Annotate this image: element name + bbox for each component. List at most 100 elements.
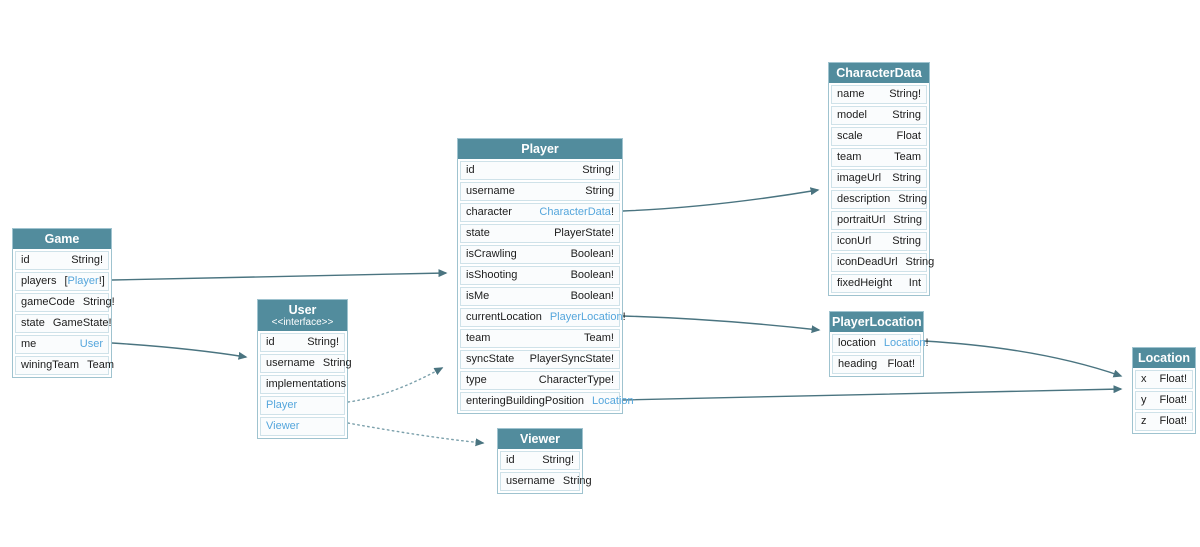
entity-playerlocation-header[interactable]: PlayerLocation — [830, 312, 923, 332]
entity-user-title: User — [288, 303, 317, 317]
field-row-characterdata-iconurl[interactable]: iconUrl String — [831, 232, 927, 251]
field-type: Float — [897, 130, 921, 143]
type-link[interactable]: User — [79, 338, 103, 350]
field-row-game-me[interactable]: me User — [15, 335, 109, 354]
field-row-game-gamecode[interactable]: gameCode String! — [15, 293, 115, 312]
type-link[interactable]: Location — [883, 337, 926, 349]
type-link[interactable]: PlayerLocation — [549, 311, 623, 323]
field-row-player-enteringbuildingposition[interactable]: enteringBuildingPosition Location — [460, 392, 634, 411]
entity-player[interactable]: Player id String! username String charac… — [457, 138, 634, 414]
field-type: Location! — [884, 337, 929, 350]
field-name: fixedHeight — [837, 277, 893, 289]
entity-player-header[interactable]: Player — [458, 139, 622, 159]
field-row-playerlocation-location[interactable]: location Location! — [832, 334, 929, 353]
field-type: String — [585, 185, 614, 198]
edge-user-viewer-implementation[interactable] — [347, 422, 485, 447]
field-row-characterdata-icondeadurl[interactable]: iconDeadUrl String — [831, 253, 934, 272]
entity-game-header[interactable]: Game — [13, 229, 111, 249]
field-row-characterdata-scale[interactable]: scale Float — [831, 127, 927, 146]
field-row-game-state[interactable]: state GameState! — [15, 314, 112, 333]
field-row-player-username[interactable]: username String — [460, 182, 620, 201]
field-type: Int — [909, 277, 921, 290]
field-type: PlayerLocation! — [550, 311, 626, 324]
entity-characterdata-header[interactable]: CharacterData — [829, 63, 929, 83]
entity-user-header[interactable]: User <<interface>> — [258, 300, 347, 331]
field-row-characterdata-description[interactable]: description String — [831, 190, 927, 209]
entity-game[interactable]: Game id String! players [Player!] gameCo… — [12, 228, 115, 378]
entity-characterdata[interactable]: CharacterData name String! model String … — [828, 62, 934, 296]
entity-location[interactable]: Location x Float! y Float! z Float! — [1132, 347, 1196, 434]
type-link[interactable]: Location — [592, 395, 634, 407]
field-row-characterdata-portraiturl[interactable]: portraitUrl String — [831, 211, 927, 230]
field-type: String — [563, 475, 592, 488]
field-row-player-syncstate[interactable]: syncState PlayerSyncState! — [460, 350, 620, 369]
field-row-player-isme[interactable]: isMe Boolean! — [460, 287, 620, 306]
field-name: heading — [838, 358, 878, 370]
type-text: String! — [542, 454, 574, 466]
field-row-game-winingteam[interactable]: winingTeam Team — [15, 356, 114, 375]
field-row-playerlocation-heading[interactable]: heading Float! — [832, 355, 921, 374]
field-row-characterdata-name[interactable]: name String! — [831, 85, 927, 104]
field-row-player-isshooting[interactable]: isShooting Boolean! — [460, 266, 620, 285]
implementation-row-viewer[interactable]: Viewer — [260, 417, 345, 436]
field-row-characterdata-imageurl[interactable]: imageUrl String — [831, 169, 927, 188]
field-row-viewer-username[interactable]: username String — [500, 472, 592, 491]
field-row-player-id[interactable]: id String! — [460, 161, 620, 180]
implementation-link[interactable]: Player — [266, 399, 298, 411]
field-name: scale — [837, 130, 863, 142]
entity-location-header[interactable]: Location — [1133, 348, 1195, 368]
edge-player-currentlocation-to-playerlocation[interactable] — [622, 315, 821, 334]
field-row-location-z[interactable]: z Float! — [1135, 412, 1193, 431]
entity-viewer-header[interactable]: Viewer — [498, 429, 582, 449]
type-text: Boolean! — [570, 290, 614, 302]
field-name: username — [466, 185, 515, 197]
type-text: CharacterType! — [538, 374, 614, 386]
field-row-player-type[interactable]: type CharacterType! — [460, 371, 620, 390]
field-name: isCrawling — [466, 248, 517, 260]
field-row-player-state[interactable]: state PlayerState! — [460, 224, 620, 243]
field-row-user-id[interactable]: id String! — [260, 333, 345, 352]
field-row-characterdata-fixedheight[interactable]: fixedHeight Int — [831, 274, 927, 293]
field-row-viewer-id[interactable]: id String! — [500, 451, 580, 470]
type-link[interactable]: Player — [67, 275, 99, 287]
type-text: String — [898, 193, 927, 205]
field-row-game-players[interactable]: players [Player!] — [15, 272, 109, 291]
implementation-link[interactable]: Viewer — [266, 420, 300, 432]
entity-viewer[interactable]: Viewer id String! username String — [497, 428, 592, 494]
field-row-player-iscrawling[interactable]: isCrawling Boolean! — [460, 245, 620, 264]
edge-game-me-to-user[interactable] — [111, 342, 248, 360]
field-name: gameCode — [21, 296, 75, 308]
field-type: String — [893, 214, 922, 227]
field-row-location-y[interactable]: y Float! — [1135, 391, 1193, 410]
edge-user-player-implementation[interactable] — [347, 367, 444, 403]
field-row-characterdata-team[interactable]: team Team — [831, 148, 927, 167]
field-row-player-character[interactable]: character CharacterData! — [460, 203, 620, 222]
entity-user[interactable]: User <<interface>> id String! username St… — [257, 299, 352, 439]
entity-playerlocation[interactable]: PlayerLocation location Location! headin… — [829, 311, 929, 377]
field-name: winingTeam — [21, 359, 80, 371]
type-text: String! — [71, 254, 103, 266]
field-type: String! — [582, 164, 614, 177]
field-row-user-username[interactable]: username String — [260, 354, 352, 373]
field-row-characterdata-model[interactable]: model String — [831, 106, 927, 125]
field-row-game-id[interactable]: id String! — [15, 251, 109, 270]
type-link[interactable]: CharacterData — [539, 206, 611, 218]
field-type: PlayerState! — [554, 227, 614, 240]
field-name: id — [466, 164, 475, 176]
edge-player-character-to-characterdata[interactable] — [622, 187, 820, 212]
field-row-location-x[interactable]: x Float! — [1135, 370, 1193, 389]
edge-player-enteringbuildingposition-to-location[interactable] — [622, 385, 1123, 401]
edge-game-players-to-player[interactable] — [111, 269, 448, 281]
implementation-row-player[interactable]: Player — [260, 396, 345, 415]
field-type: Boolean! — [571, 248, 614, 261]
edge-playerlocation-location-to-location[interactable] — [923, 340, 1123, 378]
field-row-player-team[interactable]: team Team! — [460, 329, 620, 348]
field-type: Float! — [1159, 415, 1187, 428]
field-type: User — [80, 338, 103, 351]
type-text: Float! — [1159, 415, 1187, 427]
field-name: iconUrl — [837, 235, 872, 247]
field-type: Location — [592, 395, 634, 408]
field-type: GameState! — [53, 317, 112, 330]
field-type: Float! — [887, 358, 915, 371]
field-row-player-currentlocation[interactable]: currentLocation PlayerLocation! — [460, 308, 626, 327]
